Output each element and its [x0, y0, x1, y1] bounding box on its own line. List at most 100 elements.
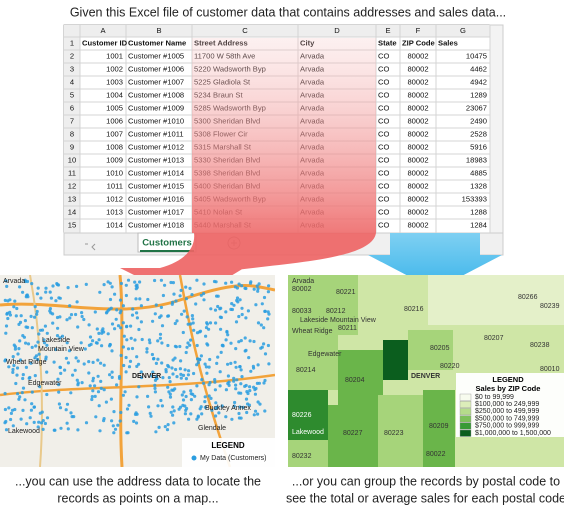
customer-point — [172, 409, 176, 413]
customer-point — [30, 326, 34, 330]
customer-point — [244, 316, 248, 320]
zip-label: 80211 — [338, 325, 357, 332]
customer-point — [266, 317, 270, 321]
customer-point — [109, 306, 113, 310]
customer-point — [12, 363, 16, 368]
customer-point — [218, 384, 222, 388]
customer-point — [173, 344, 177, 348]
customer-point — [154, 376, 159, 380]
customer-point — [88, 384, 92, 388]
customer-point — [169, 280, 173, 285]
customer-point — [36, 340, 40, 344]
customer-point — [6, 316, 10, 321]
customer-point — [140, 375, 144, 380]
customer-point — [148, 411, 152, 415]
customer-point — [134, 421, 139, 425]
cell: Customer #1009 — [128, 104, 184, 113]
customer-point — [33, 305, 37, 309]
caption-right: see the total or average sales for each … — [286, 491, 564, 505]
customer-point — [257, 282, 261, 286]
customer-point — [209, 396, 213, 400]
customer-point — [230, 280, 234, 284]
customer-point — [23, 279, 27, 284]
customer-point — [205, 371, 209, 375]
cell: Customer #1017 — [128, 208, 184, 217]
customer-point — [173, 321, 177, 326]
customer-point — [184, 350, 188, 355]
zip-label: 80238 — [530, 342, 550, 349]
customer-point — [221, 343, 225, 347]
customer-point — [246, 391, 250, 396]
cell: 1003 — [106, 78, 123, 87]
customer-point — [188, 343, 192, 347]
customer-point — [32, 405, 36, 409]
customer-point — [189, 412, 193, 416]
customer-point — [87, 323, 91, 327]
customer-point — [186, 322, 190, 326]
cell: 1004 — [106, 91, 123, 100]
column-letter: D — [334, 26, 340, 35]
customer-point — [252, 339, 256, 344]
customer-point — [39, 296, 43, 300]
customer-point — [24, 325, 28, 329]
row-number: 4 — [70, 78, 74, 87]
customer-point — [147, 405, 151, 409]
customer-point — [234, 347, 238, 351]
cell: Customer #1018 — [128, 221, 184, 230]
zip-label: 80221 — [336, 289, 356, 296]
customer-point — [166, 385, 170, 389]
customer-point — [75, 378, 79, 382]
cell: 5916 — [470, 143, 487, 152]
cell: 1009 — [106, 156, 123, 165]
customer-point — [151, 319, 155, 323]
customer-point — [153, 386, 157, 390]
customer-point — [163, 425, 167, 429]
customer-point — [121, 393, 125, 397]
customer-point — [130, 313, 135, 317]
customer-point — [263, 309, 267, 313]
row-number: 13 — [68, 195, 76, 204]
legend-title: LEGEND — [211, 441, 245, 450]
customer-point — [13, 347, 17, 351]
customer-point — [135, 316, 139, 320]
customer-point — [207, 394, 211, 398]
customer-point — [3, 298, 7, 302]
place-label: Edgewater — [28, 380, 62, 387]
column-letter: F — [416, 26, 421, 35]
customer-point — [87, 371, 91, 375]
cell: CO — [378, 169, 389, 178]
customer-point — [175, 375, 179, 379]
customer-point — [66, 286, 70, 290]
customer-point — [54, 347, 58, 352]
customer-point — [248, 389, 252, 393]
customer-point — [214, 401, 218, 405]
customer-point — [89, 342, 93, 346]
sheet-tab-label[interactable]: Customers — [142, 238, 192, 249]
zip-label: 80207 — [484, 335, 504, 342]
cell: 4885 — [470, 169, 487, 178]
customer-point — [166, 343, 170, 348]
customer-point — [7, 406, 11, 410]
customer-point — [207, 365, 211, 369]
customer-point — [263, 352, 268, 356]
row-number: 7 — [70, 117, 74, 126]
customer-point — [42, 338, 46, 342]
customer-point — [56, 377, 60, 381]
customer-point — [133, 338, 137, 342]
customer-point — [224, 310, 228, 314]
customer-point — [218, 307, 222, 311]
customer-point — [199, 293, 203, 297]
zip-label: 80022 — [426, 451, 446, 458]
customer-point — [150, 374, 154, 378]
customer-point — [97, 331, 101, 335]
customer-point — [112, 431, 116, 435]
customer-point — [59, 426, 63, 430]
customer-point — [238, 405, 242, 409]
customer-point — [225, 330, 229, 334]
cell: 23067 — [466, 104, 487, 113]
customer-point — [104, 400, 108, 404]
customer-point — [138, 280, 142, 284]
customer-point — [230, 302, 234, 306]
customer-point — [147, 338, 151, 342]
customer-point — [25, 279, 30, 284]
